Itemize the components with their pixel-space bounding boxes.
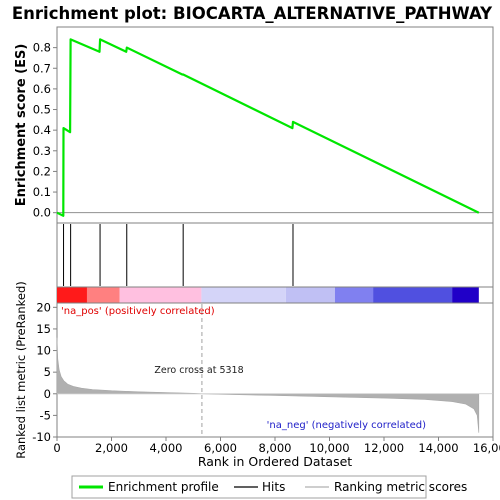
hits-panel-frame [56, 222, 494, 288]
es-panel-frame [56, 26, 494, 224]
metric-panel-frame [56, 302, 494, 438]
es-y-tick-label: 0.0 [33, 206, 51, 220]
legend-hits-label: Hits [262, 480, 285, 494]
metric-y-tick-label: 15 [36, 322, 51, 336]
es-y-tick-label: 0.5 [33, 103, 51, 117]
legend-metric-label: Ranking metric scores [334, 480, 467, 494]
color-bar-segment [201, 287, 286, 303]
x-axis-label: Rank in Ordered Dataset [198, 454, 352, 469]
ranking-metric-area [56, 337, 480, 433]
color-bar-segment [86, 287, 120, 303]
legend-profile-label: Enrichment profile [108, 480, 219, 494]
es-y-axis: 0.0 0.1 0.2 0.3 0.4 0.5 0.6 0.7 0.8 [33, 41, 57, 220]
color-bar-segment [334, 287, 374, 303]
es-y-tick-label: 0.2 [33, 164, 51, 178]
hits-series [63, 224, 294, 286]
color-bar-segment [373, 287, 453, 303]
es-y-tick-label: 0.7 [33, 61, 51, 75]
color-bar-segment [57, 287, 87, 303]
x-tick-label: 2,000 [95, 441, 128, 455]
metric-y-axis: 20 15 10 5 0 -5 -10 [32, 300, 57, 444]
x-tick-label: 8,000 [259, 441, 292, 455]
x-tick-label: 0 [53, 441, 60, 455]
x-tick-label: 10,000 [309, 441, 349, 455]
es-y-tick-label: 0.4 [33, 123, 51, 137]
neg-label: 'na_neg' (negatively correlated) [267, 420, 426, 431]
x-axis: 0 2,000 4,000 6,000 8,000 10,000 12,000 14,000 1… [53, 437, 500, 455]
es-y-tick-label: 0.6 [33, 82, 51, 96]
chart-title: Enrichment plot: BIOCARTA_ALTERNATIVE_PA… [12, 4, 493, 23]
x-tick-label: 16,000 [473, 441, 500, 455]
x-tick-label: 4,000 [150, 441, 183, 455]
es-y-tick-label: 0.8 [33, 41, 51, 55]
x-tick-label: 12,000 [364, 441, 404, 455]
metric-y-label: Ranked list metric (PreRanked) [14, 281, 28, 459]
metric-y-tick-label: 20 [36, 300, 51, 314]
metric-y-tick-label: -5 [40, 408, 51, 422]
color-bar-segment [452, 287, 479, 303]
es-y-tick-label: 0.1 [33, 185, 51, 199]
metric-y-tick-label: 0 [44, 387, 51, 401]
metric-y-tick-label: 10 [36, 344, 51, 358]
ranking-color-bar [57, 287, 479, 303]
color-bar-segment [119, 287, 202, 303]
metric-y-tick-label: 5 [44, 365, 51, 379]
pos-label: 'na_pos' (positively correlated) [61, 306, 215, 317]
zero-cross-label: Zero cross at 5318 [154, 365, 243, 376]
ranking-metric-series [56, 304, 493, 436]
enrichment-profile-line [56, 38, 480, 217]
enrichment-profile-series [56, 38, 480, 217]
x-tick-label: 6,000 [204, 441, 237, 455]
color-bar-segment [285, 287, 335, 303]
metric-y-tick-label: -10 [32, 430, 51, 444]
es-y-label: Enrichment score (ES) [14, 44, 29, 207]
x-tick-label: 14,000 [418, 441, 458, 455]
es-y-tick-label: 0.3 [33, 144, 51, 158]
